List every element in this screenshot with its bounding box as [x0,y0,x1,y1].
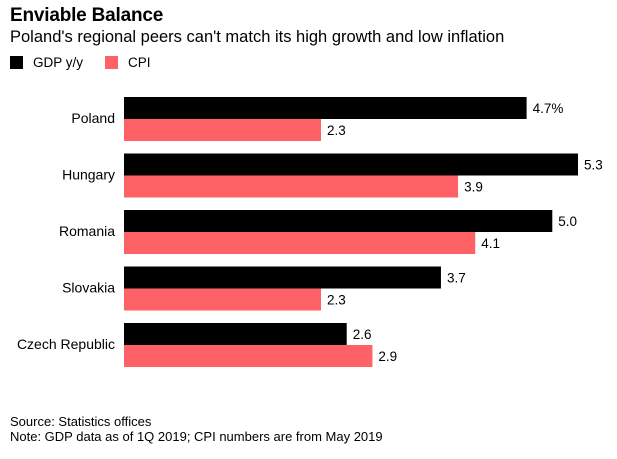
legend-item-gdp: GDP y/y [10,55,83,70]
value-label-cpi-czech-republic: 2.9 [378,349,397,364]
value-label-gdp-y-y-slovakia: 3.7 [447,271,466,286]
source-note: Source: Statistics offices [10,414,152,429]
category-label-czech-republic: Czech Republic [17,336,115,352]
category-label-hungary: Hungary [62,167,115,183]
bar-cpi-hungary [124,175,459,198]
category-label-slovakia: Slovakia [62,280,115,296]
chart-title: Enviable Balance [10,5,164,26]
footer: Source: Statistics offices Note: GDP dat… [10,414,383,444]
legend: GDP y/y CPI [10,55,173,70]
category-label-romania: Romania [59,223,115,239]
bar-gdp-y-y-slovakia [124,266,441,289]
bar-gdp-y-y-romania [124,210,553,232]
bar-gdp-y-y-poland [124,97,527,119]
category-label-poland: Poland [71,110,115,126]
legend-swatch-gdp [10,56,23,69]
chart-subtitle: Poland's regional peers can't match its … [10,28,505,46]
legend-label-cpi: CPI [128,55,151,70]
value-label-gdp-y-y-romania: 5.0 [558,214,577,229]
data-note: Note: GDP data as of 1Q 2019; CPI number… [10,429,383,444]
value-label-gdp-y-y-czech-republic: 2.6 [353,327,372,342]
bar-cpi-czech-republic [124,345,373,367]
bar-cpi-poland [124,119,322,141]
value-label-cpi-hungary: 3.9 [464,180,483,195]
value-label-cpi-slovakia: 2.3 [327,293,346,308]
bar-gdp-y-y-czech-republic [124,323,347,345]
legend-label-gdp: GDP y/y [33,55,84,70]
legend-swatch-cpi [105,56,119,69]
value-label-cpi-romania: 4.1 [481,236,500,251]
value-label-cpi-poland: 2.3 [327,123,346,138]
bar-cpi-romania [124,232,476,254]
bar-cpi-slovakia [124,288,322,311]
legend-item-cpi: CPI [105,55,151,70]
bar-gdp-y-y-hungary [124,153,578,176]
value-label-gdp-y-y-poland: 4.7% [533,101,564,116]
value-label-gdp-y-y-hungary: 5.3 [584,158,603,173]
